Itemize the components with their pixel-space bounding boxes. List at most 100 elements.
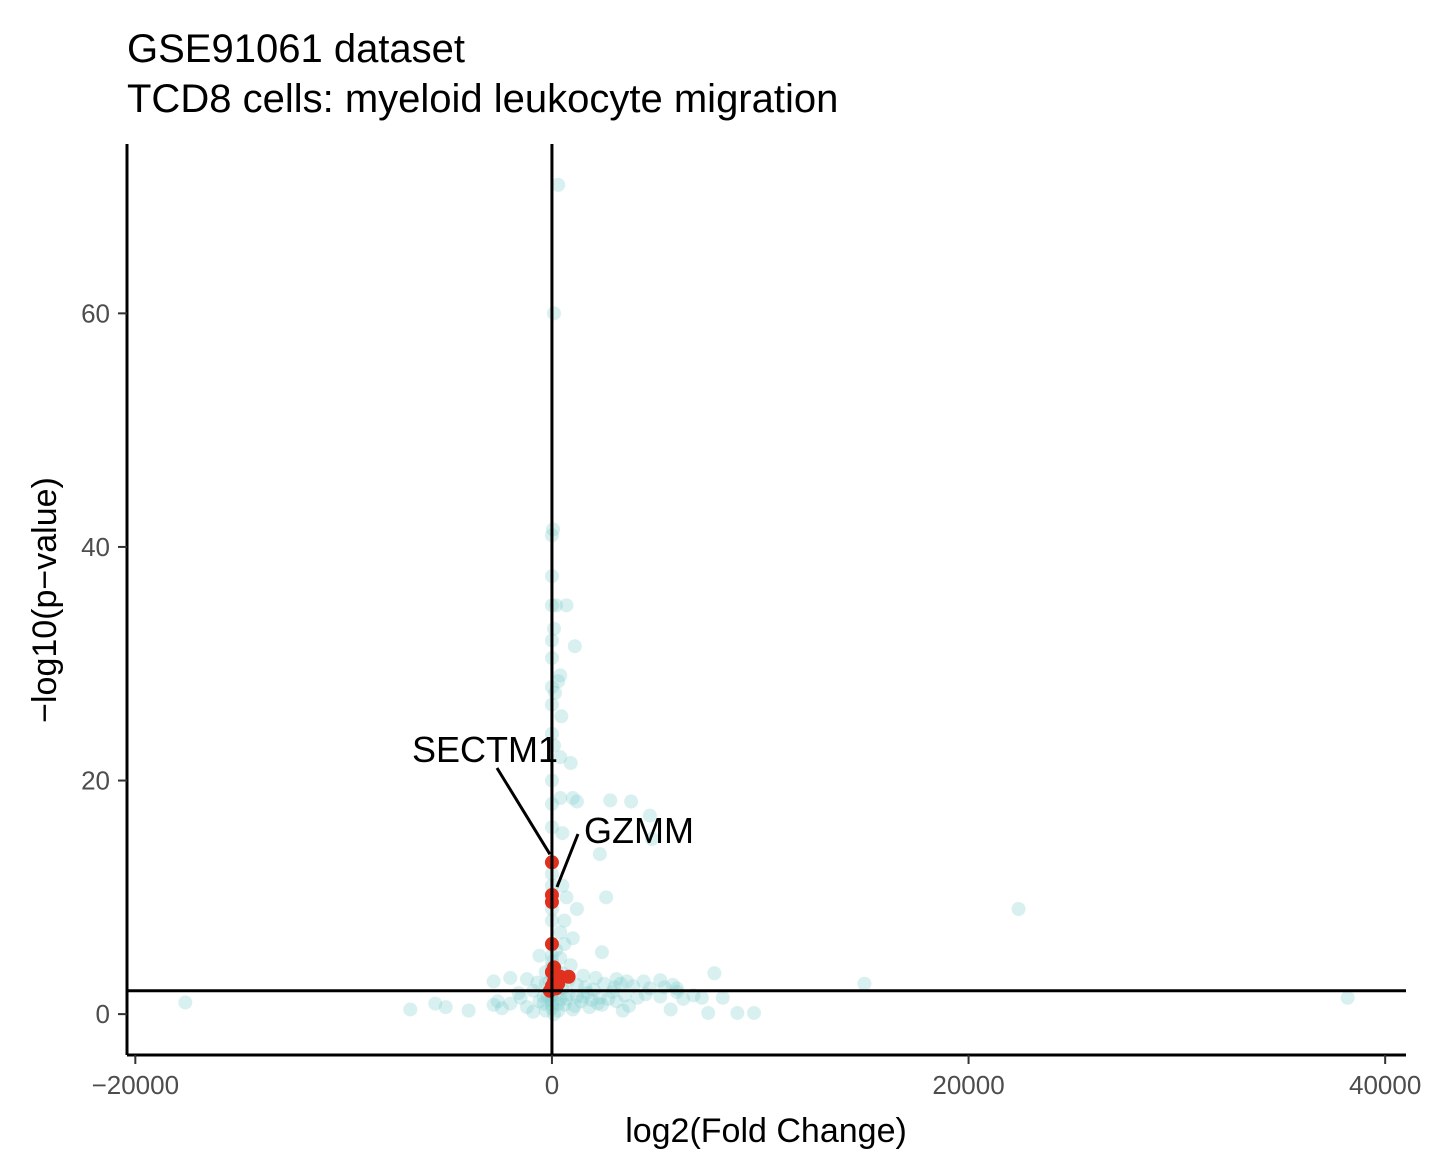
data-point [857, 976, 872, 991]
gzmm-leader-line [555, 833, 580, 888]
data-point [622, 998, 637, 1013]
x-axis-ticks: −20000 0 20000 40000 [92, 1055, 1421, 1100]
data-point [594, 945, 609, 960]
data-point [601, 991, 616, 1006]
data-point [559, 890, 574, 905]
y-axis-ticks: 0 20 40 60 [81, 298, 127, 1029]
data-point [594, 997, 609, 1012]
data-point [590, 996, 605, 1011]
data-point [553, 991, 568, 1006]
data-point [576, 989, 591, 1004]
data-point [548, 685, 563, 700]
data-point [565, 931, 580, 946]
data-point [630, 990, 645, 1005]
sectm1-leader-line [495, 767, 552, 856]
data-point [536, 996, 551, 1011]
data-point [526, 1004, 541, 1019]
data-point [513, 990, 528, 1005]
data-point [592, 847, 607, 862]
data-point [553, 668, 568, 683]
data-point [486, 974, 501, 989]
data-point [547, 621, 562, 636]
data-point [532, 948, 547, 963]
highlight-point [551, 976, 566, 991]
data-point [567, 998, 582, 1013]
y-tick-label: 60 [81, 298, 110, 328]
data-point [551, 674, 566, 689]
data-point [511, 986, 526, 1001]
data-point [569, 989, 584, 1004]
data-point [553, 925, 568, 940]
data-point [538, 1003, 553, 1018]
chart-title: GSE91061 dataset [127, 27, 465, 71]
data-point [438, 1000, 453, 1015]
data-point [565, 1002, 580, 1017]
data-point [530, 975, 545, 990]
data-point [574, 994, 589, 1009]
data-point [547, 306, 562, 321]
chart-subtitle: TCD8 cells: myeloid leukocyte migration [127, 77, 838, 121]
data-point [619, 974, 634, 989]
data-point [428, 996, 443, 1011]
data-point [665, 977, 680, 992]
data-point [532, 994, 547, 1009]
data-point [547, 1007, 562, 1022]
data-point [747, 1005, 762, 1020]
x-tick-label: 0 [545, 1070, 559, 1100]
data-point [582, 1000, 597, 1015]
data-point [563, 958, 578, 973]
data-point [565, 791, 580, 806]
data-point [557, 937, 572, 952]
data-point [694, 990, 709, 1005]
data-point [642, 981, 657, 996]
data-point [644, 831, 659, 846]
data-point [624, 794, 639, 809]
data-point [567, 639, 582, 654]
data-point [701, 1005, 716, 1020]
gene-annotations: SECTM1 GZMM [412, 729, 694, 888]
data-point [663, 1002, 678, 1017]
y-tick-label: 40 [81, 532, 110, 562]
data-point [715, 990, 730, 1005]
data-point [569, 902, 584, 917]
data-point [1340, 990, 1355, 1005]
data-point [615, 1003, 630, 1018]
data-point [707, 966, 722, 981]
data-point [576, 968, 591, 983]
data-point [676, 991, 691, 1006]
data-point [730, 1005, 745, 1020]
data-point [519, 972, 534, 987]
data-point [653, 973, 668, 988]
x-tick-label: 20000 [932, 1070, 1004, 1100]
data-point [609, 972, 624, 987]
highlight-point [561, 969, 576, 984]
data-point [551, 996, 566, 1011]
data-point [494, 1001, 509, 1016]
data-point [597, 976, 612, 991]
data-point [551, 1003, 566, 1018]
data-point [603, 793, 618, 808]
data-point [178, 995, 193, 1010]
data-point [1011, 902, 1026, 917]
data-point [554, 709, 569, 724]
data-point [584, 993, 599, 1008]
data-point [559, 991, 574, 1006]
data-point [553, 791, 568, 806]
sectm1-label: SECTM1 [412, 729, 558, 770]
data-point [551, 177, 566, 192]
data-point [613, 976, 628, 991]
y-tick-label: 20 [81, 766, 110, 796]
data-point [403, 1002, 418, 1017]
data-point [563, 756, 578, 771]
data-point [609, 994, 624, 1009]
data-point [592, 990, 607, 1005]
data-point [519, 1000, 534, 1015]
data-point [503, 996, 518, 1011]
data-point [559, 598, 574, 613]
data-point [553, 750, 568, 765]
x-tick-label: −20000 [92, 1070, 179, 1100]
y-tick-label: 0 [96, 999, 110, 1029]
data-point [653, 989, 668, 1004]
